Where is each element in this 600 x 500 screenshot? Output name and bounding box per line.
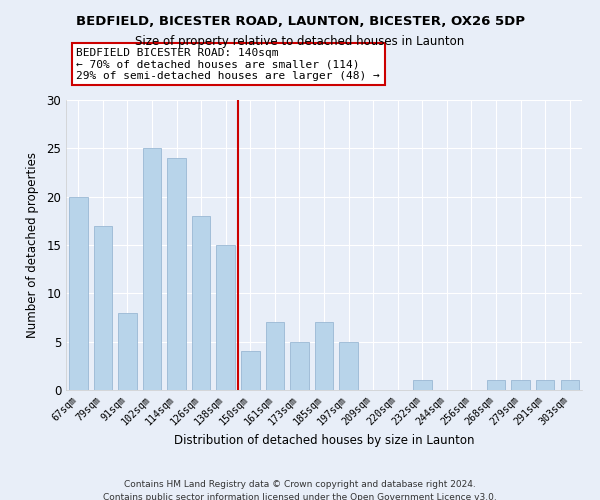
Bar xyxy=(241,352,260,390)
Bar xyxy=(487,380,505,390)
Bar xyxy=(290,342,308,390)
X-axis label: Distribution of detached houses by size in Launton: Distribution of detached houses by size … xyxy=(174,434,474,448)
Bar xyxy=(536,380,554,390)
Bar xyxy=(143,148,161,390)
Text: Size of property relative to detached houses in Launton: Size of property relative to detached ho… xyxy=(136,35,464,48)
Text: BEDFIELD, BICESTER ROAD, LAUNTON, BICESTER, OX26 5DP: BEDFIELD, BICESTER ROAD, LAUNTON, BICEST… xyxy=(76,15,524,28)
Bar xyxy=(315,322,333,390)
Bar xyxy=(560,380,579,390)
Y-axis label: Number of detached properties: Number of detached properties xyxy=(26,152,40,338)
Bar xyxy=(340,342,358,390)
Bar xyxy=(69,196,88,390)
Bar xyxy=(413,380,431,390)
Bar xyxy=(118,312,137,390)
Bar xyxy=(167,158,186,390)
Text: Contains HM Land Registry data © Crown copyright and database right 2024.: Contains HM Land Registry data © Crown c… xyxy=(124,480,476,489)
Text: Contains public sector information licensed under the Open Government Licence v3: Contains public sector information licen… xyxy=(103,492,497,500)
Text: BEDFIELD BICESTER ROAD: 140sqm
← 70% of detached houses are smaller (114)
29% of: BEDFIELD BICESTER ROAD: 140sqm ← 70% of … xyxy=(76,48,380,81)
Bar xyxy=(94,226,112,390)
Bar xyxy=(266,322,284,390)
Bar xyxy=(217,245,235,390)
Bar xyxy=(192,216,211,390)
Bar xyxy=(511,380,530,390)
